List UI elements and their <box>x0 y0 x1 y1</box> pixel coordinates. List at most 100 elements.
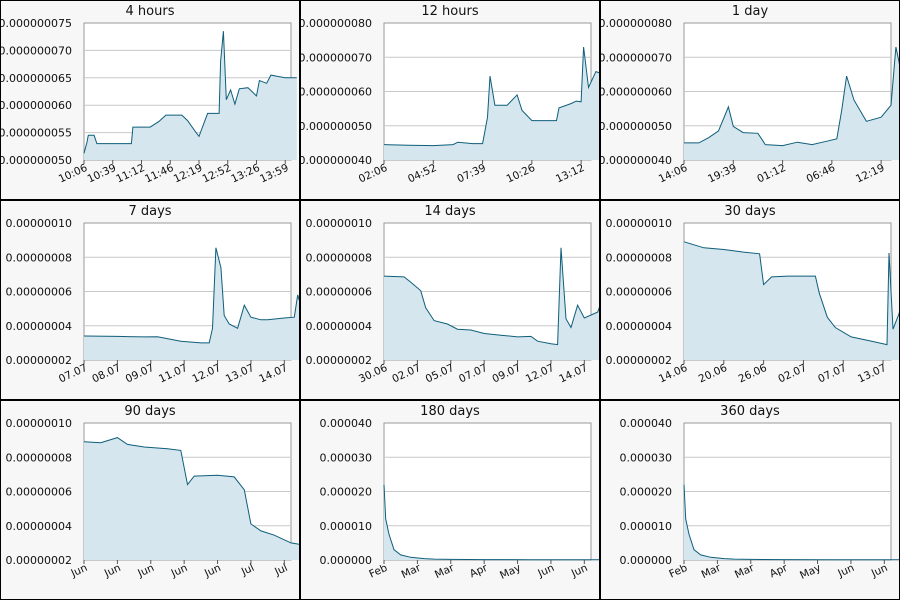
x-tick-label: 20.06 <box>697 362 730 386</box>
y-tick-label: 0.00000010 <box>6 417 72 430</box>
x-tick-label: Mar <box>400 562 424 582</box>
x-tick-label: 06:46 <box>805 162 838 186</box>
y-tick-label: 0.00000006 <box>606 286 672 299</box>
chart-panel-5: 14 days 0.00000002 0.00000004 0.00000006 0.0… <box>301 201 599 399</box>
chart-svg: 12 hours 0.000000040 0.000000050 0.00000006… <box>301 4 599 186</box>
y-tick-label: 0.000000065 <box>1 72 72 85</box>
x-tick-label: 04:52 <box>406 162 439 186</box>
x-tick-label: 12.07 <box>190 362 222 386</box>
x-tick-label: 12:19 <box>854 162 887 186</box>
y-tick-label: 0.000000040 <box>301 154 372 167</box>
y-tick-label: 0.00000010 <box>606 217 672 230</box>
x-tick-label: 07.07 <box>457 362 489 386</box>
y-tick-label: 0.000040 <box>620 417 673 430</box>
series-line <box>683 484 899 561</box>
y-tick-label: 0.000030 <box>620 451 673 464</box>
y-tick-label: 0.000000070 <box>1 44 72 57</box>
series-line <box>383 484 599 561</box>
x-tick-label: 14.07 <box>257 362 289 386</box>
y-tick-label: 0.00000004 <box>306 320 372 333</box>
chart-panel-3: 1 day 0.000000040 0.000000050 0.000000060 0.… <box>601 1 899 199</box>
y-tick-label: 0.00000008 <box>306 251 372 264</box>
x-tick-label: 02.07 <box>390 362 422 386</box>
x-tick-label: Jun <box>169 562 190 580</box>
y-tick-label: 0.00000002 <box>6 554 72 567</box>
y-tick-label: 0.00000002 <box>306 354 372 367</box>
x-tick-label: Mar <box>700 562 724 582</box>
series-area <box>84 247 299 360</box>
y-tick-label: 0.00000010 <box>6 217 72 230</box>
y-tick-label: 0.000030 <box>320 451 373 464</box>
y-tick-label: 0.000000060 <box>601 86 672 99</box>
x-tick-label: 05.07 <box>424 362 456 386</box>
x-tick-label: 07:39 <box>455 162 488 186</box>
x-tick-label: Jul <box>239 562 256 579</box>
chart-svg: 1 day 0.000000040 0.000000050 0.000000060 0.… <box>601 4 899 186</box>
chart-title: 7 days <box>128 204 171 219</box>
x-tick-label: Jul <box>272 562 289 579</box>
y-tick-label: 0.00000006 <box>306 286 372 299</box>
series-line <box>83 31 297 154</box>
y-tick-label: 0.00000008 <box>6 451 72 464</box>
y-tick-label: 0.000020 <box>320 486 373 499</box>
chart-title: 12 hours <box>421 4 478 19</box>
chart-title: 30 days <box>724 204 776 219</box>
chart-title: 180 days <box>420 404 480 419</box>
chart-title: 90 days <box>124 404 176 419</box>
y-tick-label: 0.000000060 <box>301 86 372 99</box>
x-tick-label: 07.07 <box>816 362 848 386</box>
x-tick-label: 02.07 <box>776 362 808 386</box>
x-tick-label: Jun <box>202 562 223 580</box>
chart-panel-4: 7 days 0.00000002 0.00000004 0.00000006 0.00… <box>1 201 299 399</box>
chart-svg: 180 days 0.000000 0.000010 0.000020 0.000030… <box>320 404 599 582</box>
x-tick-label: May <box>498 562 523 582</box>
series-line <box>83 247 299 344</box>
series-area <box>684 241 899 360</box>
series-line <box>383 247 599 346</box>
series-line <box>683 241 899 346</box>
x-tick-label: Jun <box>102 562 123 580</box>
x-tick-label: Jun <box>135 562 156 580</box>
chart-svg: 90 days 0.00000002 0.00000004 0.00000006 0.0… <box>6 404 299 580</box>
chart-panel-8: 180 days 0.000000 0.000010 0.000020 0.000030… <box>301 401 599 599</box>
x-tick-label: 13.07 <box>856 362 888 386</box>
x-tick-label: 11:12 <box>114 162 147 186</box>
chart-svg: 7 days 0.00000002 0.00000004 0.00000006 0.00… <box>6 204 299 386</box>
x-tick-label: 13:59 <box>258 162 291 186</box>
x-tick-label: 10:26 <box>505 162 538 186</box>
y-tick-label: 0.00000004 <box>6 520 72 533</box>
y-tick-label: 0.00000008 <box>606 251 672 264</box>
x-tick-label: Mar <box>433 562 457 582</box>
y-tick-label: 0.000000 <box>620 554 673 567</box>
chart-svg: 4 hours 0.000000050 0.000000055 0.000000060… <box>1 4 297 186</box>
chart-panel-6: 30 days 0.00000002 0.00000004 0.00000006 0.0… <box>601 201 899 399</box>
x-tick-label: Jun <box>869 562 890 580</box>
series-line <box>684 46 899 147</box>
x-tick-label: 01:12 <box>755 162 788 186</box>
y-tick-label: 0.000000040 <box>601 154 672 167</box>
series-area <box>384 247 599 360</box>
chart-panel-7: 90 days 0.00000002 0.00000004 0.00000006 0.0… <box>1 401 299 599</box>
y-tick-label: 0.000000050 <box>601 120 672 133</box>
chart-panel-1: 4 hours 0.000000050 0.000000055 0.000000060… <box>1 1 299 199</box>
y-tick-label: 0.000000075 <box>1 17 72 30</box>
x-tick-label: 13.07 <box>224 362 256 386</box>
series-area <box>684 47 899 160</box>
y-tick-label: 0.000020 <box>620 486 673 499</box>
y-tick-label: 0.00000010 <box>306 217 372 230</box>
chart-svg: 14 days 0.00000002 0.00000004 0.00000006 0.0… <box>306 204 599 386</box>
x-tick-label: 12.07 <box>524 362 556 386</box>
y-tick-label: 0.000000050 <box>301 120 372 133</box>
x-tick-label: 13:26 <box>229 162 262 186</box>
chart-svg: 30 days 0.00000002 0.00000004 0.00000006 0.0… <box>606 204 899 386</box>
y-tick-label: 0.000000070 <box>301 51 372 64</box>
y-tick-label: 0.00000006 <box>6 486 72 499</box>
y-tick-label: 0.00000008 <box>6 251 72 264</box>
x-tick-label: 11.07 <box>157 362 189 386</box>
series-area <box>84 437 299 560</box>
y-tick-label: 0.000000 <box>320 554 373 567</box>
y-tick-label: 0.000000055 <box>1 127 72 140</box>
series-area <box>84 31 297 161</box>
x-tick-label: 09.07 <box>124 362 156 386</box>
